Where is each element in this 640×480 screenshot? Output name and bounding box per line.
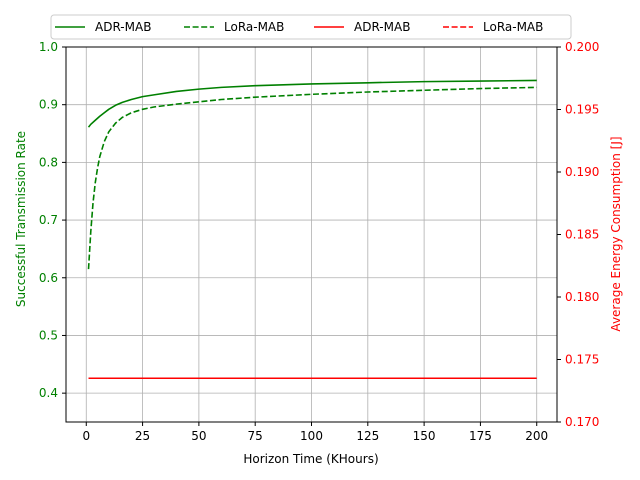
x-tick-label-4: 100 xyxy=(300,429,323,443)
legend: ADR-MAB LoRa-MAB ADR-MAB LoRa-MAB xyxy=(50,14,572,40)
legend-label-2: ADR-MAB xyxy=(354,20,410,34)
legend-entries: ADR-MAB LoRa-MAB ADR-MAB LoRa-MAB xyxy=(55,20,543,34)
series-line-0 xyxy=(87,79,537,128)
x-axis: 0 25 50 75 100 125 150 175 200 xyxy=(82,422,548,443)
legend-label-3: LoRa-MAB xyxy=(483,20,543,34)
left-y-tick-label-1: 0.5 xyxy=(39,328,58,342)
x-tick-label-3: 75 xyxy=(248,429,263,443)
left-y-tick-label-5: 0.9 xyxy=(39,98,58,112)
right-y-axis-label: Average Energy Consumption [J] xyxy=(609,136,623,331)
right-y-axis: 0.170 0.175 0.180 0.185 0.190 0.195 0.200 xyxy=(557,40,599,429)
x-tick-label-8: 200 xyxy=(525,429,548,443)
left-y-axis: 0.4 0.5 0.6 0.7 0.8 0.9 1.0 xyxy=(39,40,66,400)
left-y-tick-label-3: 0.7 xyxy=(39,213,58,227)
right-y-tick-label-0: 0.170 xyxy=(565,415,599,429)
x-tick-label-0: 0 xyxy=(82,429,90,443)
x-tick-label-1: 25 xyxy=(135,429,150,443)
series-lines xyxy=(87,79,537,380)
x-tick-label-5: 125 xyxy=(356,429,379,443)
legend-frame xyxy=(50,14,572,40)
legend-label-0: ADR-MAB xyxy=(95,20,151,34)
right-y-tick-label-4: 0.190 xyxy=(565,165,599,179)
right-y-tick-label-3: 0.185 xyxy=(565,228,599,242)
left-y-tick-label-2: 0.6 xyxy=(39,271,58,285)
series-line-1 xyxy=(87,86,537,270)
right-y-tick-label-1: 0.175 xyxy=(565,353,599,367)
left-y-axis-label: Successful Transmission Rate xyxy=(14,131,28,307)
right-y-tick-label-2: 0.180 xyxy=(565,290,599,304)
x-axis-label: Horizon Time (KHours) xyxy=(243,452,378,466)
right-y-tick-label-5: 0.195 xyxy=(565,103,599,117)
left-y-tick-label-0: 0.4 xyxy=(39,386,58,400)
x-tick-label-7: 175 xyxy=(469,429,492,443)
left-y-tick-label-4: 0.8 xyxy=(39,155,58,169)
left-y-tick-label-6: 1.0 xyxy=(39,40,58,54)
right-y-tick-label-6: 0.200 xyxy=(565,40,599,54)
grid-lines xyxy=(66,46,557,422)
x-tick-label-6: 150 xyxy=(413,429,436,443)
x-tick-label-2: 50 xyxy=(191,429,206,443)
legend-label-1: LoRa-MAB xyxy=(224,20,284,34)
